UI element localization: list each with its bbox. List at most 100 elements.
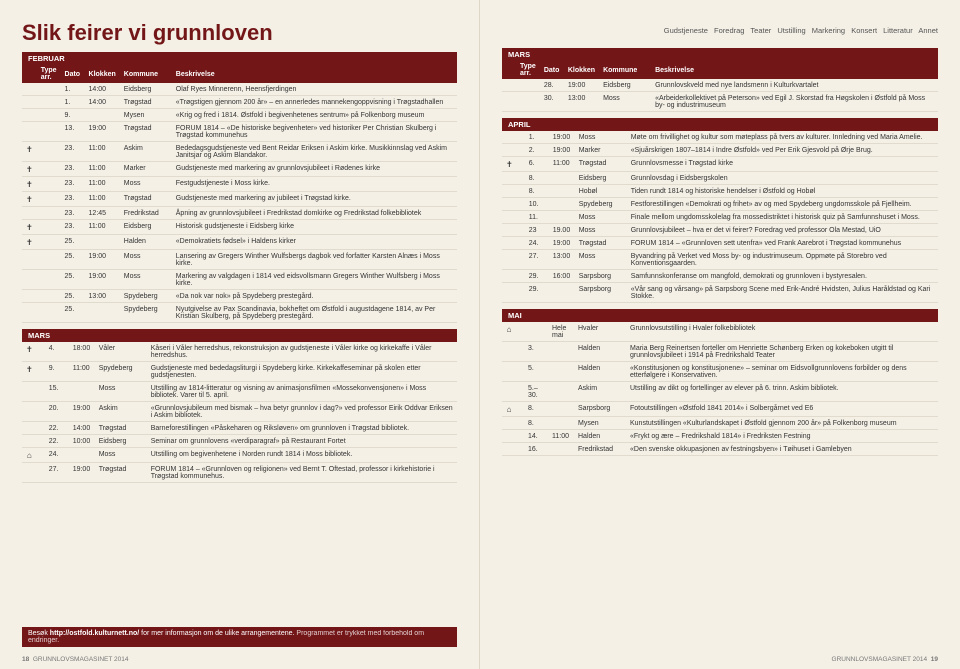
kommune-cell: Moss <box>95 448 147 463</box>
date-cell: 23. <box>61 162 85 177</box>
kommune-cell: Fredrikstad <box>574 443 626 456</box>
kommune-cell: Moss <box>575 224 627 237</box>
table-row: 25.19:00MossMarkering av valgdagen i 181… <box>22 270 457 290</box>
time-cell: 18:00 <box>69 342 95 362</box>
type-icon <box>502 211 517 224</box>
date-cell: 1. <box>61 96 85 109</box>
desc-cell: Lansering av Gregers Winther Wulfsbergs … <box>172 250 457 270</box>
month-header: MARS <box>22 329 457 342</box>
spacer <box>516 402 524 417</box>
kommune-cell: Mysen <box>574 417 626 430</box>
page-right: Gudstjeneste Foredrag Teater Utstilling … <box>480 0 960 669</box>
type-icon <box>22 122 37 142</box>
desc-cell: FORUM 1814 – «Grunnloven sett utenfra» v… <box>627 237 938 250</box>
kommune-cell: Eidsberg <box>120 220 172 235</box>
time-cell: 11:00 <box>85 177 120 192</box>
spread: Slik feirer vi grunnloven FEBRUARType ar… <box>0 0 960 669</box>
time-cell: 14:00 <box>85 83 120 96</box>
pg-l: 18 <box>22 656 29 663</box>
table-row: 3.HaldenMaria Berg Reinertsen forteller … <box>502 342 938 362</box>
type-icon <box>22 463 37 483</box>
date-cell: 11. <box>525 211 549 224</box>
date-cell: 20. <box>45 402 69 422</box>
table-head-row: Type arr.DatoKlokkenKommuneBeskrivelse <box>22 65 457 83</box>
date-cell: 15. <box>45 382 69 402</box>
time-cell: 19:00 <box>549 237 575 250</box>
date-cell: 16. <box>524 443 548 456</box>
date-cell: 10. <box>525 198 549 211</box>
spacer <box>37 342 45 362</box>
time-cell: 19:00 <box>549 131 575 144</box>
table-row: ✝9.11:00SpydebergGudstjeneste med bededa… <box>22 362 457 382</box>
desc-cell: Festgudstjeneste i Moss kirke. <box>172 177 457 192</box>
time-cell: 19:00 <box>69 463 95 483</box>
event-table: ✝4.18:00VålerKåseri i Våler herredshus, … <box>22 342 457 483</box>
desc-cell: Gudstjeneste med markering av jubileet i… <box>172 192 457 207</box>
type-icon <box>502 270 517 283</box>
desc-cell: Utstilling av dikt og fortellinger av el… <box>626 382 938 402</box>
desc-cell: Barneforestillingen «Påskeharen og Riksl… <box>147 422 457 435</box>
time-cell: 14:00 <box>69 422 95 435</box>
desc-cell: Samfunnskonferanse om mangfold, demokrat… <box>627 270 938 283</box>
table-row: 28.19:00EidsbergGrunnlovskveld med nye l… <box>502 79 938 92</box>
type-icon: ✝ <box>22 235 37 250</box>
time-cell: 14:00 <box>85 96 120 109</box>
kommune-cell: Trøgstad <box>120 192 172 207</box>
date-cell: 23. <box>61 220 85 235</box>
time-cell: 11:00 <box>85 220 120 235</box>
time-cell <box>69 448 95 463</box>
time-cell: 13:00 <box>549 250 575 270</box>
kommune-cell: Trøgstad <box>120 122 172 142</box>
kommune-cell: Marker <box>575 144 627 157</box>
kommune-cell: Trøgstad <box>575 237 627 250</box>
table-row: 16.Fredrikstad«Den svenske okkupasjonen … <box>502 443 938 456</box>
category-legend: Gudstjeneste Foredrag Teater Utstilling … <box>664 26 938 35</box>
desc-cell: Åpning av grunnlovsjubileet i Fredriksta… <box>172 207 457 220</box>
type-icon <box>502 382 516 402</box>
table-row: 22.14:00TrøgstadBarneforestillingen «Pås… <box>22 422 457 435</box>
kommune-cell: Sarpsborg <box>574 402 626 417</box>
desc-cell: Gudstjeneste med markering av grunnlovsj… <box>172 162 457 177</box>
date-cell: 24. <box>525 237 549 250</box>
table-row: 23.12:45FredrikstadÅpning av grunnlovsju… <box>22 207 457 220</box>
kommune-cell: Spydeberg <box>95 362 147 382</box>
type-icon <box>502 144 517 157</box>
kommune-cell: Trøgstad <box>95 463 147 483</box>
table-row: ✝23.11:00AskimBededagsgudstjeneste ved B… <box>22 142 457 162</box>
spacer <box>37 83 61 96</box>
event-table: ⌂Hele maiHvalerGrunnlovsutstilling i Hva… <box>502 322 938 456</box>
date-cell: 23. <box>61 207 85 220</box>
desc-cell: Maria Berg Reinertsen forteller om Henri… <box>626 342 938 362</box>
type-icon <box>22 382 37 402</box>
desc-cell: Markering av valgdagen i 1814 ved eidsvo… <box>172 270 457 290</box>
type-icon <box>502 185 517 198</box>
desc-cell: Fotoutstillingen «Østfold 1841 2014» i S… <box>626 402 938 417</box>
date-cell: 30. <box>540 92 564 112</box>
desc-cell: Historisk gudstjeneste i Eidsberg kirke <box>172 220 457 235</box>
date-cell: 23. <box>61 192 85 207</box>
kommune-cell: Moss <box>575 211 627 224</box>
kommune-cell: Eidsberg <box>599 79 651 92</box>
date-cell: 25. <box>61 250 85 270</box>
table-row: ⌂8.SarpsborgFotoutstillingen «Østfold 18… <box>502 402 938 417</box>
date-cell: 25. <box>61 303 85 323</box>
spacer <box>37 270 61 290</box>
time-cell: 19:00 <box>85 122 120 142</box>
month-header: FEBRUAR <box>22 52 457 65</box>
date-cell: 8. <box>524 402 548 417</box>
time-cell: 11:00 <box>85 162 120 177</box>
spacer <box>517 185 525 198</box>
date-cell: 6. <box>525 157 549 172</box>
month-header: MAI <box>502 309 938 322</box>
kommune-cell: Trøgstad <box>575 157 627 172</box>
footer-link[interactable]: http://ostfold.kulturnett.no/ <box>50 630 139 637</box>
type-icon <box>502 443 516 456</box>
type-icon <box>22 402 37 422</box>
date-cell: 25. <box>61 235 85 250</box>
time-cell: 19:00 <box>564 79 599 92</box>
table-row: 1.19:00MossMøte om frivillighet og kultu… <box>502 131 938 144</box>
time-cell <box>548 362 574 382</box>
time-cell: 10:00 <box>69 435 95 448</box>
time-cell: 19:00 <box>549 144 575 157</box>
table-row: 1.14:00EidsbergOlaf Ryes Minnerenn, Heen… <box>22 83 457 96</box>
